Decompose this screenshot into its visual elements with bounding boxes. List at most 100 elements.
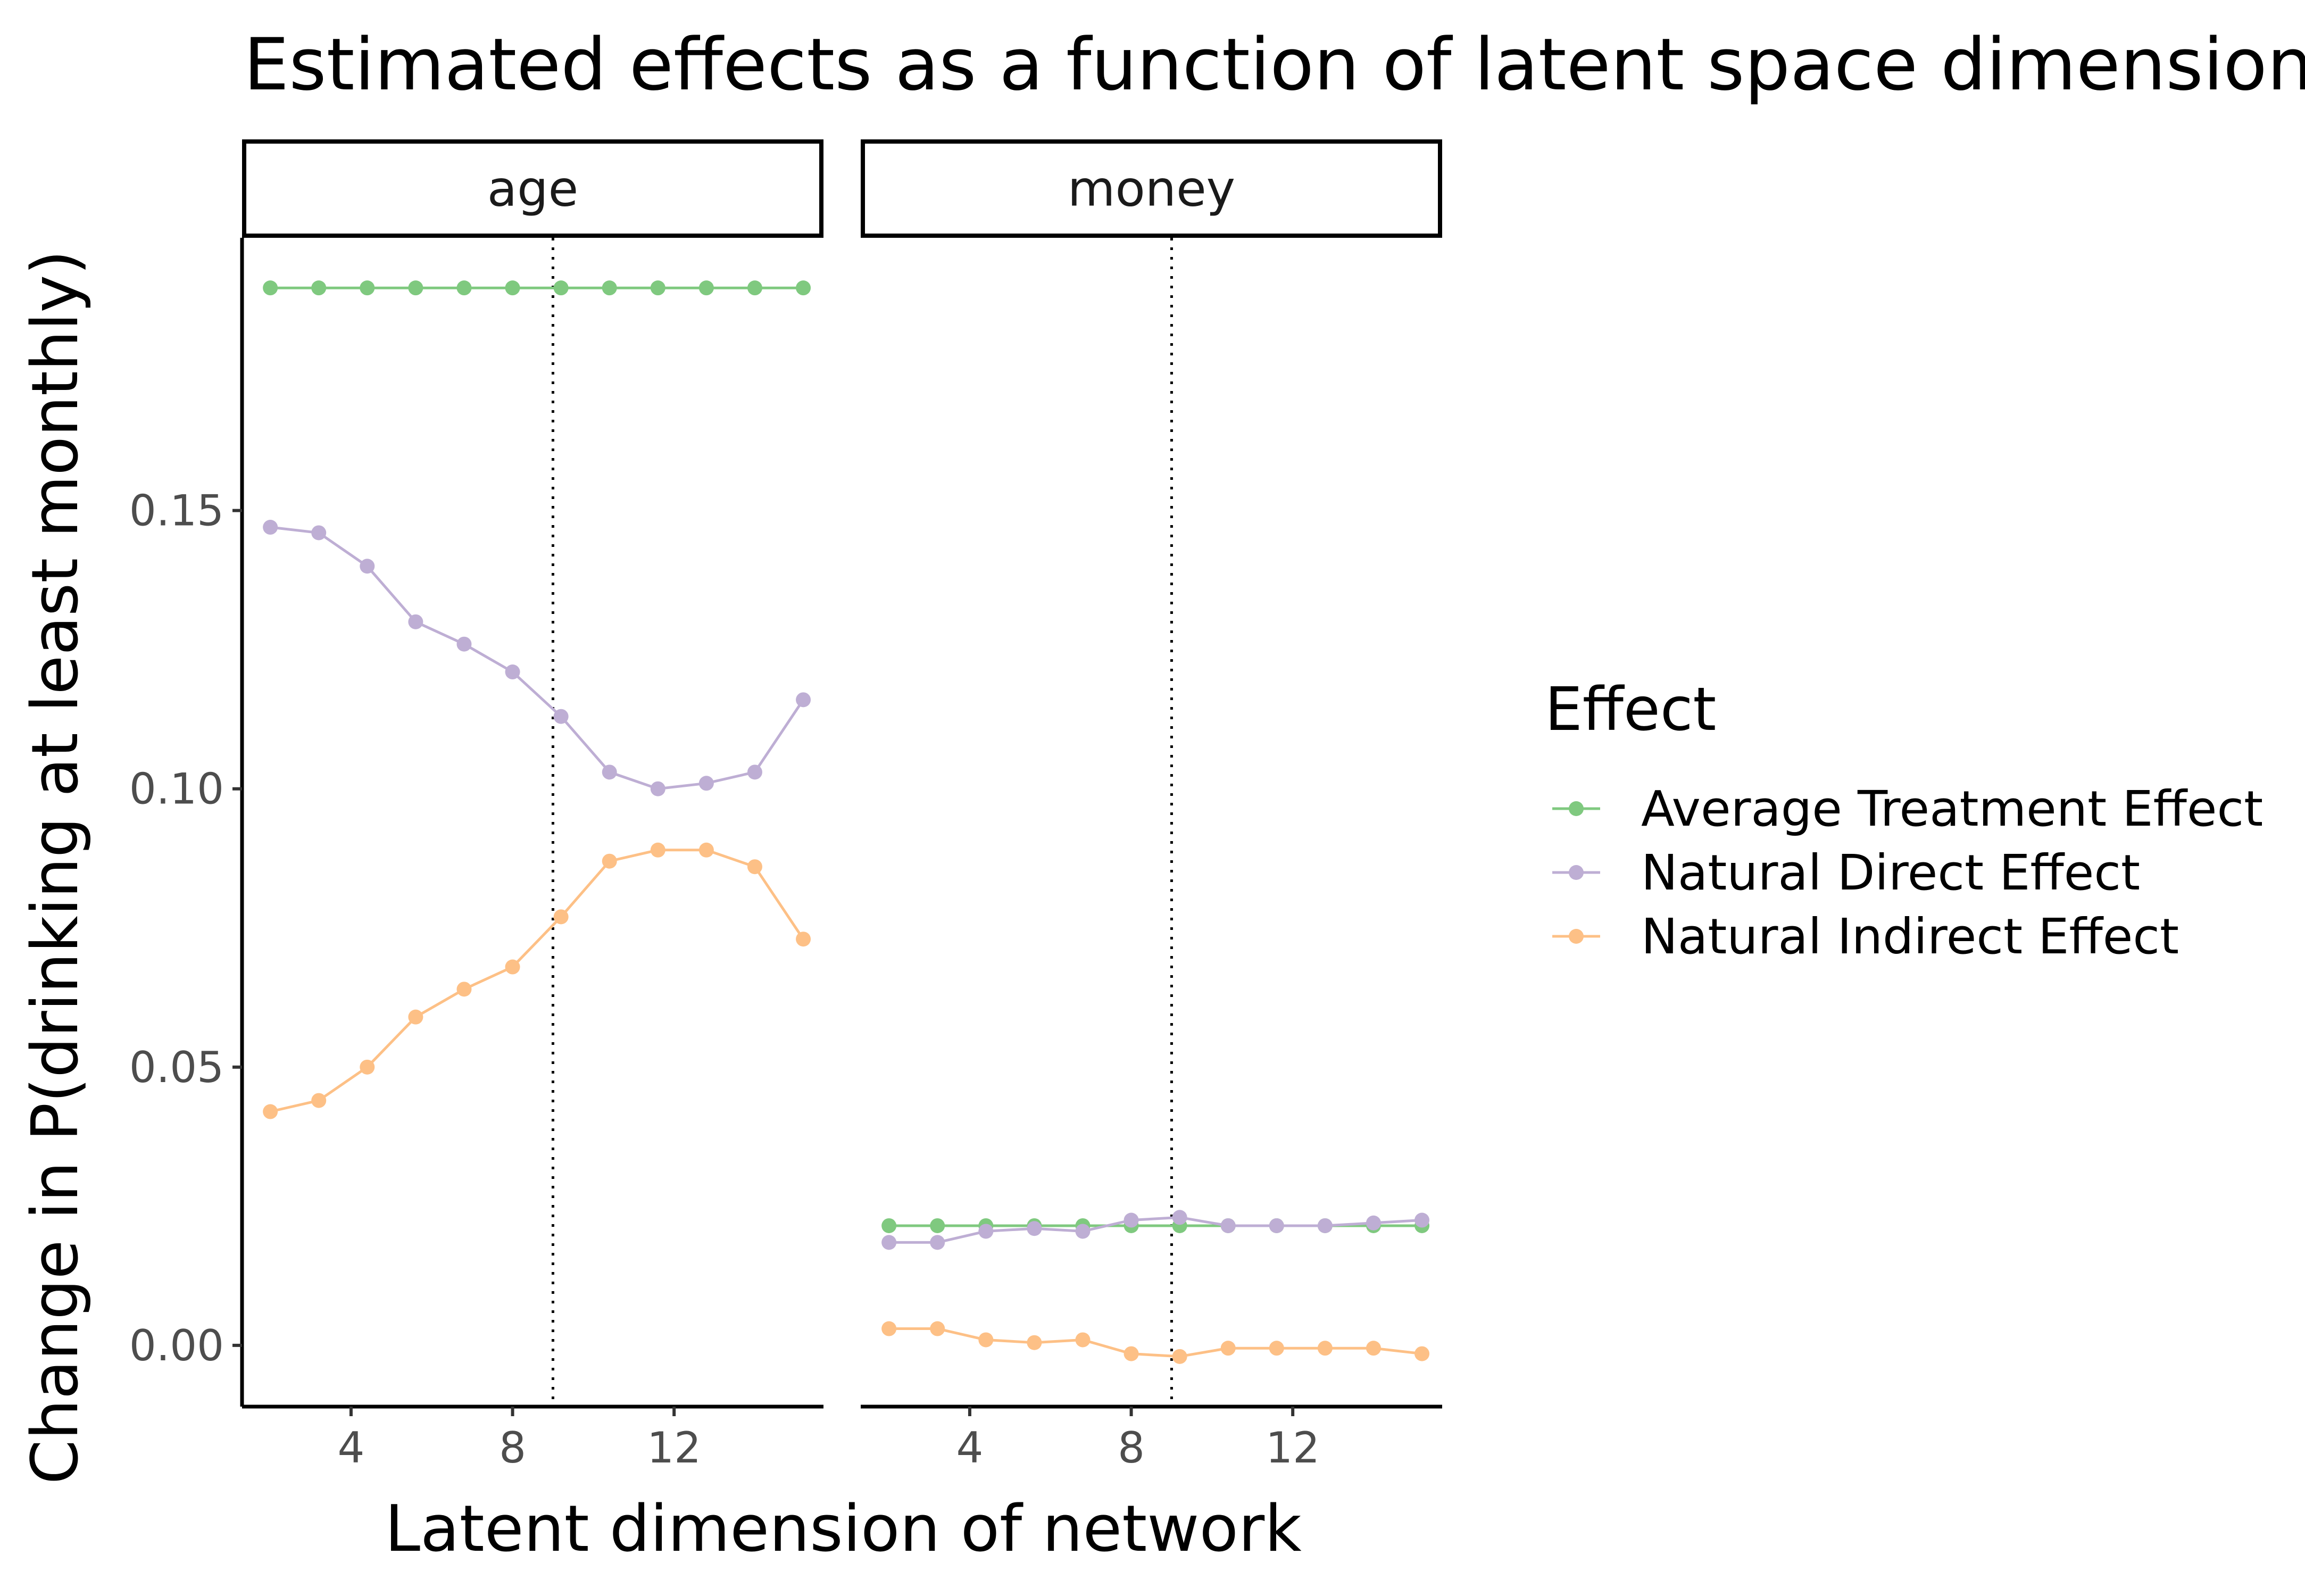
data-point xyxy=(311,1093,327,1108)
data-point xyxy=(698,842,714,858)
facet-strip-label: money xyxy=(1068,161,1235,218)
series-line xyxy=(889,1327,1422,1358)
facet-panel-money: money 4 8 12 xyxy=(861,139,1442,1473)
y-tick-label: 0.00 xyxy=(129,1321,224,1370)
data-point xyxy=(1075,1332,1091,1348)
legend-item-average-treatment-effect: Average Treatment Effect xyxy=(1552,780,2263,837)
data-point xyxy=(747,764,762,780)
legend-item-natural-direct-effect: Natural Direct Effect xyxy=(1552,844,2140,901)
data-point xyxy=(747,280,762,296)
x-tick-label: 4 xyxy=(956,1423,983,1473)
data-point xyxy=(930,1235,945,1250)
data-point xyxy=(408,1009,423,1025)
data-point xyxy=(1124,1212,1139,1228)
data-point xyxy=(360,280,375,296)
y-axis-title: Change in P(drinking at least monthly) xyxy=(19,250,93,1484)
legend: Effect Average Treatment Effect Natural D… xyxy=(1545,675,2263,965)
data-point xyxy=(263,280,278,296)
facet-panel-age: age 4 8 12 xyxy=(242,139,823,1473)
legend-label: Natural Direct Effect xyxy=(1641,844,2140,901)
data-point xyxy=(553,909,569,925)
series-natural-indirect-effect xyxy=(881,1321,1430,1364)
data-point xyxy=(311,525,327,541)
x-tick-label: 12 xyxy=(647,1423,701,1473)
series-natural-indirect-effect xyxy=(263,842,811,1119)
facet-strip xyxy=(242,139,823,238)
data-point xyxy=(456,982,472,997)
data-point xyxy=(553,280,569,296)
data-point xyxy=(747,859,762,875)
data-point xyxy=(263,1104,278,1119)
data-point xyxy=(1414,1212,1430,1228)
data-point xyxy=(553,709,569,724)
data-point xyxy=(1366,1341,1381,1356)
data-point xyxy=(1075,1224,1091,1239)
series-line xyxy=(270,849,805,1113)
data-point xyxy=(930,1321,945,1336)
data-point xyxy=(456,280,472,296)
data-point xyxy=(796,280,811,296)
x-tick-label: 12 xyxy=(1266,1423,1320,1473)
data-point xyxy=(881,1235,897,1250)
data-point xyxy=(698,280,714,296)
x-axis-title: Latent dimension of network xyxy=(385,1492,1302,1566)
data-point xyxy=(505,280,520,296)
legend-key-point xyxy=(1569,865,1584,880)
facet-strip xyxy=(861,139,1442,238)
data-point xyxy=(1366,1215,1381,1231)
facet-strip-label: age xyxy=(487,161,578,218)
data-point xyxy=(408,280,423,296)
data-point xyxy=(930,1218,945,1233)
data-point xyxy=(1269,1218,1284,1233)
data-point xyxy=(796,932,811,947)
data-point xyxy=(698,776,714,791)
data-point xyxy=(1172,1349,1187,1364)
series-natural-direct-effect xyxy=(881,1210,1430,1250)
y-tick-label: 0.05 xyxy=(129,1043,224,1092)
data-point xyxy=(1027,1221,1042,1236)
data-point xyxy=(796,692,811,708)
data-point xyxy=(311,280,327,296)
legend-key-point xyxy=(1569,801,1584,816)
data-point xyxy=(978,1332,994,1348)
data-point xyxy=(360,1059,375,1075)
data-point xyxy=(1317,1341,1333,1356)
y-tick-label: 0.15 xyxy=(129,486,224,536)
series-line xyxy=(889,1216,1422,1244)
data-point xyxy=(456,636,472,652)
x-tick-label: 4 xyxy=(337,1423,364,1473)
data-point xyxy=(1027,1335,1042,1350)
data-point xyxy=(881,1218,897,1233)
y-tick-label: 0.10 xyxy=(129,764,224,814)
data-point xyxy=(263,520,278,535)
data-point xyxy=(978,1224,994,1239)
data-point xyxy=(1220,1341,1236,1356)
y-axis: 0.00 0.05 0.10 0.15 xyxy=(129,238,244,1407)
data-point xyxy=(602,764,617,780)
series-line xyxy=(270,526,805,791)
data-point xyxy=(602,280,617,296)
data-point xyxy=(1172,1210,1187,1225)
data-point xyxy=(881,1321,897,1336)
x-tick-label: 8 xyxy=(499,1423,526,1473)
data-point xyxy=(650,842,665,858)
data-point xyxy=(505,664,520,680)
data-point xyxy=(650,781,665,796)
data-point xyxy=(360,559,375,574)
x-tick-label: 8 xyxy=(1118,1423,1145,1473)
data-point xyxy=(505,959,520,975)
legend-key-point xyxy=(1569,929,1584,944)
series-average-treatment-effect xyxy=(263,280,811,296)
data-point xyxy=(1414,1346,1430,1361)
data-point xyxy=(1269,1341,1284,1356)
data-point xyxy=(1317,1218,1333,1233)
chart-title: Estimated effects as a function of laten… xyxy=(244,23,2305,106)
data-point xyxy=(1220,1218,1236,1233)
data-point xyxy=(602,853,617,869)
series-natural-direct-effect xyxy=(263,520,811,796)
legend-label: Average Treatment Effect xyxy=(1641,780,2263,837)
legend-label: Natural Indirect Effect xyxy=(1641,908,2179,965)
legend-item-natural-indirect-effect: Natural Indirect Effect xyxy=(1552,908,2179,965)
data-point xyxy=(650,280,665,296)
